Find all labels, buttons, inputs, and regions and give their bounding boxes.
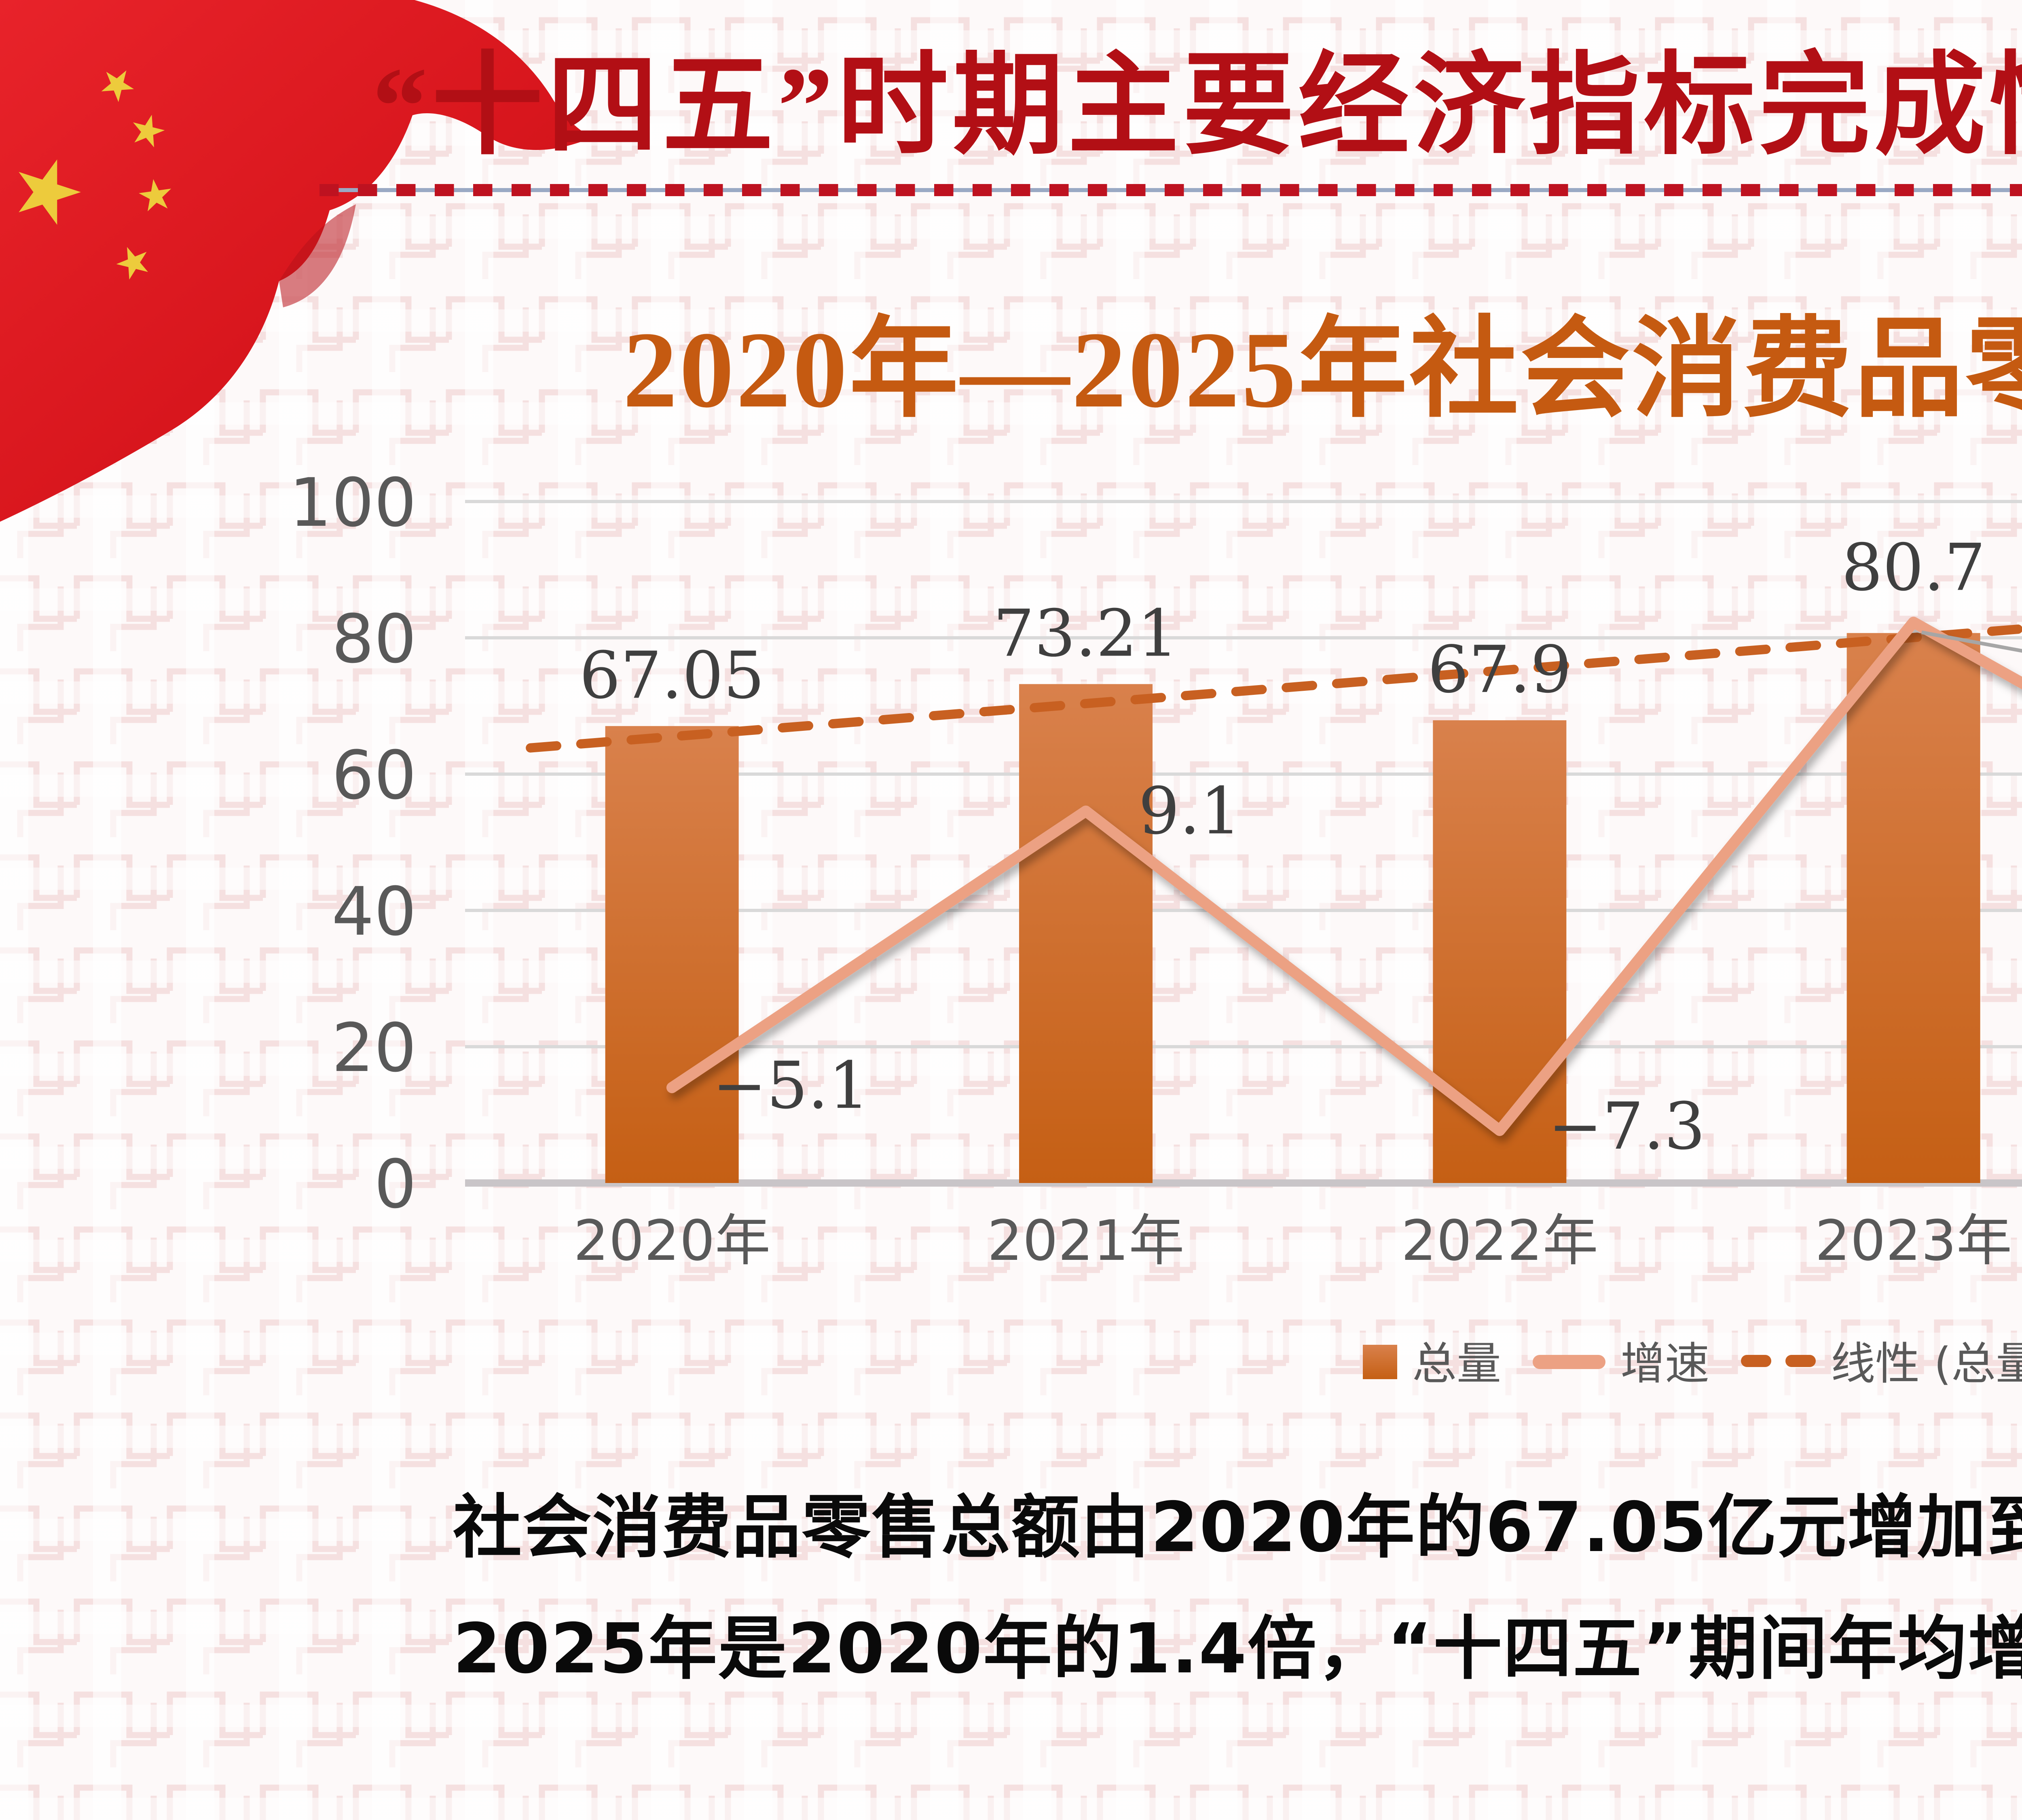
left-axis-tick: 100 — [289, 464, 417, 542]
flag-stars — [19, 70, 171, 280]
line-value-label: −7.3 — [1548, 1088, 1705, 1164]
flag-fold-shadow — [279, 204, 356, 307]
left-axis-tick: 0 — [374, 1145, 417, 1223]
bar-2020年 — [605, 726, 739, 1183]
summary-text: 社会消费品零售总额由2020年的67.05亿元增加到2025年的90.58亿元（… — [453, 1468, 2022, 1711]
axis-tick-labels: 1008060402002520151050−5−102020年2021年202… — [289, 464, 2012, 1273]
bar-value-label: 67.05 — [580, 637, 765, 713]
growth-line — [666, 616, 2022, 1136]
bar-value-label: 67.9 — [1428, 632, 1571, 707]
header-underline — [319, 184, 2022, 198]
bar-2022年 — [1433, 720, 1567, 1183]
flag-small-star — [139, 179, 171, 212]
data-labels: 67.0573.2167.980.786.2790.58−5.19.1−7.31… — [580, 529, 2022, 1164]
legend-label: 增速 — [1620, 1341, 1710, 1391]
trend-line — [526, 624, 2022, 753]
flag-big-star — [19, 159, 81, 225]
line-value-label: −5.1 — [713, 1048, 870, 1123]
bar-swatch-icon — [1363, 1344, 1398, 1378]
legend-item-trend: 线性 (总量) — [1742, 1329, 2022, 1393]
x-axis-label: 2022年 — [1401, 1208, 1598, 1273]
label-leader-line — [1921, 631, 2022, 653]
x-axis-label: 2023年 — [1815, 1208, 2012, 1273]
x-axis-label: 2021年 — [987, 1208, 1184, 1273]
bar-2023年 — [1846, 633, 1980, 1183]
left-axis-tick: 20 — [332, 1009, 417, 1087]
left-axis-tick: 40 — [332, 873, 417, 950]
trend-line-series — [526, 624, 2022, 753]
line-value-label: 9.1 — [1138, 773, 1241, 849]
bar-series — [605, 633, 1980, 1183]
bar-value-label: 80.7 — [1842, 529, 1986, 605]
summary-line-1: 社会消费品零售总额由2020年的67.05亿元增加到2025年的90.58亿元（… — [453, 1488, 2022, 1569]
left-axis-tick: 60 — [332, 736, 417, 814]
bar-value-label: 73.21 — [993, 595, 1178, 671]
china-flag — [0, 0, 592, 522]
legend-label: 总量 — [1412, 1341, 1502, 1391]
legend-item-growth: 增速 — [1533, 1329, 1709, 1393]
bar-2021年 — [1019, 684, 1153, 1183]
x-axis-label: 2020年 — [573, 1208, 770, 1273]
growth-line-series — [666, 616, 2022, 1136]
chart-legend: 总量 增速 线性 (总量) — [93, 1329, 2022, 1393]
left-axis-tick: 80 — [332, 600, 417, 678]
flag-small-star — [133, 114, 165, 148]
summary-line-2: 2025年是2020年的1.4倍，“十四五”期间年均增长6.8% — [453, 1610, 2022, 1691]
header-underline-dashes — [319, 184, 2022, 195]
legend-label: 线性 (总量) — [1831, 1341, 2022, 1391]
flag-small-star — [116, 247, 148, 280]
page-title: “十四五”时期主要经济指标完成情况 — [372, 44, 2022, 168]
line-swatch-icon — [1533, 1354, 1607, 1368]
flag-small-star — [101, 70, 134, 102]
chart-title: 2020年—2025年社会消费品零售总额 — [623, 309, 2022, 431]
dash-swatch-icon — [1742, 1355, 1817, 1367]
gridlines — [465, 500, 2022, 1187]
legend-item-total: 总量 — [1363, 1329, 1502, 1393]
